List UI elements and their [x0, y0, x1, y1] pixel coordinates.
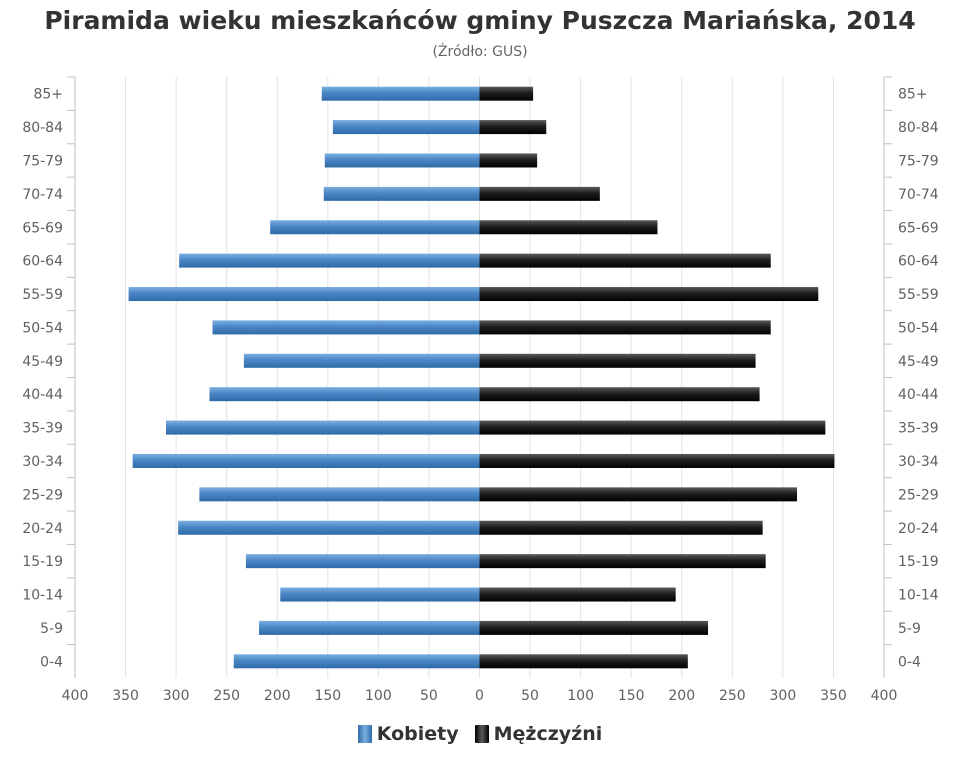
y-tick-label-left: 35-39	[22, 421, 63, 437]
x-tick-label: 100	[365, 688, 392, 704]
bar-kobiety	[132, 453, 480, 468]
legend-label-mezczyzni: Mężczyźni	[493, 723, 603, 745]
bar-kobiety	[324, 153, 480, 168]
y-tick-label-left: 5-9	[40, 621, 63, 637]
x-tick-label: 300	[163, 688, 190, 704]
y-tick-label-right: 20-24	[898, 521, 939, 537]
legend-swatch-kobiety	[357, 725, 372, 743]
y-tick-label-right: 75-79	[898, 153, 939, 169]
y-tick-label-right: 55-59	[898, 287, 939, 303]
y-tick-label-left: 75-79	[22, 153, 63, 169]
x-tick-label: 400	[871, 688, 898, 704]
legend-item-mezczyzni[interactable]: Mężczyźni	[474, 723, 603, 745]
y-tick-label-left: 40-44	[22, 387, 63, 403]
y-tick-label-right: 15-19	[898, 554, 939, 570]
bar-kobiety	[166, 420, 480, 435]
x-tick-label: 150	[618, 688, 645, 704]
bar-kobiety	[233, 654, 480, 669]
bar-kobiety	[128, 287, 480, 302]
x-tick-label: 50	[420, 688, 438, 704]
y-tick-label-right: 10-14	[898, 588, 939, 604]
y-tick-label-left: 80-84	[22, 120, 63, 136]
bar-mezczyzni	[479, 587, 676, 602]
bar-mezczyzni	[479, 220, 658, 235]
y-tick-label-right: 70-74	[898, 187, 939, 203]
y-tick-label-right: 35-39	[898, 421, 939, 437]
bar-kobiety	[259, 620, 480, 635]
y-tick-label-left: 65-69	[22, 220, 63, 236]
y-tick-label-left: 25-29	[22, 487, 63, 503]
y-tick-label-right: 40-44	[898, 387, 939, 403]
x-tick-label: 350	[820, 688, 847, 704]
bar-mezczyzni	[479, 320, 771, 335]
y-tick-label-right: 60-64	[898, 254, 939, 270]
y-tick-label-left: 50-54	[22, 320, 63, 336]
bar-kobiety	[209, 387, 480, 402]
bar-mezczyzni	[479, 387, 760, 402]
chart-title: Piramida wieku mieszkańców gminy Puszcza…	[44, 6, 916, 35]
bar-kobiety	[243, 353, 480, 368]
y-tick-label-left: 30-34	[22, 454, 63, 470]
legend-item-kobiety[interactable]: Kobiety	[357, 723, 459, 745]
y-tick-label-right: 25-29	[898, 487, 939, 503]
bar-mezczyzni	[479, 86, 534, 101]
x-tick-label: 200	[668, 688, 695, 704]
bar-mezczyzni	[479, 120, 547, 135]
legend-label-kobiety: Kobiety	[376, 723, 459, 745]
bar-mezczyzni	[479, 654, 688, 669]
bar-kobiety	[212, 320, 480, 335]
legend: Kobiety Mężczyźni	[0, 723, 960, 745]
bar-mezczyzni	[479, 453, 835, 468]
x-tick-label: 50	[521, 688, 539, 704]
y-tick-label-left: 0-4	[40, 654, 63, 670]
bar-kobiety	[270, 220, 480, 235]
x-tick-label: 0	[475, 688, 484, 704]
x-tick-label: 250	[213, 688, 240, 704]
y-tick-label-left: 60-64	[22, 254, 63, 270]
x-tick-label: 150	[314, 688, 341, 704]
y-tick-label-left: 15-19	[22, 554, 63, 570]
x-tick-label: 250	[719, 688, 746, 704]
y-tick-label-left: 85+	[33, 87, 63, 103]
bar-mezczyzni	[479, 520, 763, 535]
bar-kobiety	[323, 186, 480, 201]
bar-mezczyzni	[479, 153, 538, 168]
y-tick-label-right: 80-84	[898, 120, 939, 136]
x-tick-label: 350	[112, 688, 139, 704]
bar-mezczyzni	[479, 253, 771, 268]
y-tick-label-right: 30-34	[898, 454, 939, 470]
bar-mezczyzni	[479, 287, 819, 302]
legend-swatch-mezczyzni	[474, 725, 489, 743]
y-tick-label-right: 65-69	[898, 220, 939, 236]
x-tick-label: 400	[62, 688, 89, 704]
bar-kobiety	[199, 487, 480, 502]
bar-kobiety	[332, 120, 480, 135]
y-tick-label-left: 10-14	[22, 588, 63, 604]
x-tick-label: 100	[567, 688, 594, 704]
y-tick-label-left: 70-74	[22, 187, 63, 203]
y-tick-label-left: 45-49	[22, 354, 63, 370]
x-tick-label: 300	[770, 688, 797, 704]
bar-mezczyzni	[479, 186, 600, 201]
y-tick-label-right: 0-4	[898, 654, 921, 670]
y-tick-label-right: 85+	[898, 87, 928, 103]
bar-kobiety	[321, 86, 480, 101]
bar-mezczyzni	[479, 353, 756, 368]
chart-subtitle: (Źródło: GUS)	[432, 44, 528, 60]
bar-mezczyzni	[479, 420, 826, 435]
bar-mezczyzni	[479, 620, 709, 635]
bar-mezczyzni	[479, 487, 798, 502]
bar-kobiety	[245, 554, 480, 569]
y-tick-label-right: 50-54	[898, 320, 939, 336]
bar-kobiety	[178, 520, 480, 535]
y-tick-label-left: 20-24	[22, 521, 63, 537]
y-tick-label-left: 55-59	[22, 287, 63, 303]
y-tick-label-right: 5-9	[898, 621, 921, 637]
y-tick-label-right: 45-49	[898, 354, 939, 370]
bar-mezczyzni	[479, 554, 766, 569]
bar-kobiety	[280, 587, 480, 602]
x-tick-label: 200	[264, 688, 291, 704]
bar-kobiety	[179, 253, 480, 268]
